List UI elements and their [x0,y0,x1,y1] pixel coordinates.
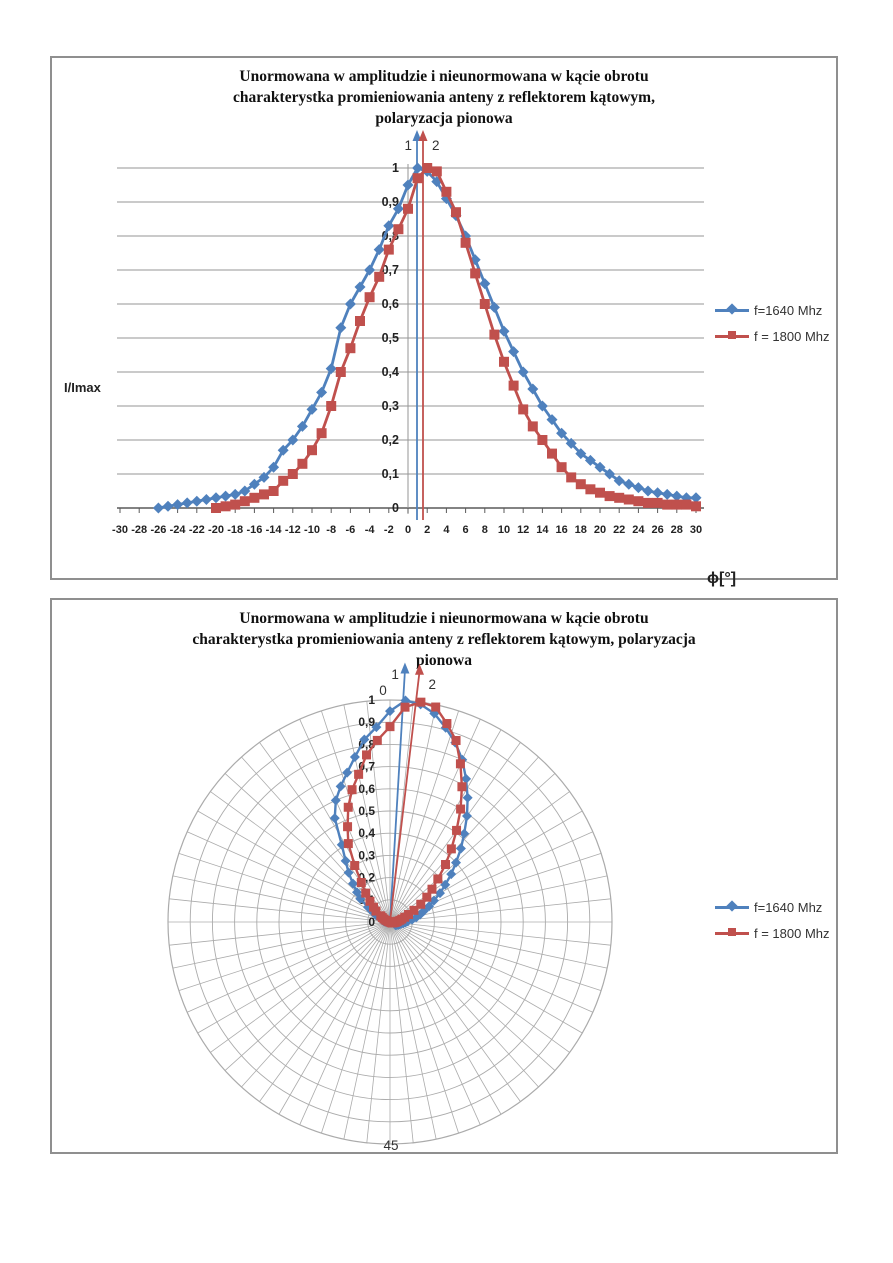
svg-text:0,1: 0,1 [382,467,399,481]
legend-label: f=1640 Mhz [754,899,823,915]
title-line-1: Unormowana w amplitudzie i nieunormowana… [239,68,649,85]
title-line-3: polaryzacja pionowa [375,110,513,127]
svg-text:12: 12 [517,524,529,536]
polar-chart-title: Unormowana w amplitudzie i nieunormowana… [52,608,836,671]
svg-text:-26: -26 [150,524,166,536]
diamond-marker-icon [726,302,738,315]
legend-line-blue [715,899,749,912]
svg-text:0: 0 [392,501,399,515]
svg-text:0,4: 0,4 [358,826,375,840]
legend: f=1640 Mhz f = 1800 Mhz [715,894,845,946]
svg-text:22: 22 [613,524,625,536]
legend-label: f=1640 Mhz [754,302,823,318]
diamond-marker-icon [726,899,738,912]
legend-line-red [715,330,749,339]
svg-text:-22: -22 [189,524,205,536]
svg-text:0,3: 0,3 [358,848,375,862]
svg-text:-12: -12 [285,524,301,536]
svg-text:30: 30 [690,524,702,536]
svg-text:6: 6 [463,524,469,536]
svg-text:2: 2 [428,677,436,692]
title-line-1: Unormowana w amplitudzie i nieunormowana… [239,610,649,627]
line-chart-canvas: 00,10,20,30,40,50,60,70,80,91-30 -28 -26 -2… [112,130,704,536]
legend: f=1640 Mhz f = 1800 Mhz [715,297,845,349]
square-marker-icon [728,330,736,339]
svg-text:0,5: 0,5 [382,331,399,345]
svg-text:0,9: 0,9 [382,195,399,209]
svg-text:10: 10 [498,524,510,536]
svg-text:14: 14 [536,524,549,536]
svg-text:45: 45 [383,1138,398,1152]
svg-text:0,5: 0,5 [358,804,375,818]
legend-entry-f1640: f=1640 Mhz [715,894,845,920]
svg-text:-28: -28 [131,524,147,536]
legend-line-red [715,927,749,936]
x-axis-title: ϕ[°] [707,570,737,587]
legend-label: f = 1800 Mhz [754,328,830,344]
legend-entry-f1640: f=1640 Mhz [715,297,845,323]
angular-labels: 0 45 [379,683,398,1152]
svg-text:-20: -20 [208,524,224,536]
title-line-2: charakterystka promieniowania anteny z r… [233,89,655,106]
svg-text:24: 24 [632,524,645,536]
series-f1800 [211,163,701,513]
legend-line-blue [715,302,749,315]
svg-text:1: 1 [391,667,399,682]
x-axis-tick-labels: -30 -28 -26 -24 -22 -20 -18 -16 -14 -12 -10 -8 -6 -4-… [112,524,702,536]
svg-text:-10: -10 [304,524,320,536]
line-chart-title: Unormowana w amplitudzie i nieunormowana… [52,66,836,129]
svg-text:0,4: 0,4 [382,365,399,379]
svg-text:0: 0 [368,915,375,929]
polar-chart-panel: Unormowana w amplitudzie i nieunormowana… [50,598,838,1154]
svg-text:0: 0 [405,524,411,536]
svg-text:20: 20 [594,524,606,536]
svg-text:0: 0 [379,683,387,698]
svg-text:0,6: 0,6 [358,782,375,796]
square-marker-icon [728,927,736,936]
svg-text:2: 2 [424,524,430,536]
polar-gridlines [167,699,613,1145]
svg-text:26: 26 [651,524,663,536]
svg-text:16: 16 [555,524,567,536]
svg-text:-6: -6 [346,524,356,536]
legend-label: f = 1800 Mhz [754,925,830,941]
svg-text:1: 1 [404,138,412,153]
svg-text:-4: -4 [365,524,376,536]
svg-text:8: 8 [482,524,488,536]
y-axis-title: I/Imax [64,380,101,395]
title-line-2: charakterystka promieniowania anteny z r… [192,631,696,648]
svg-text:18: 18 [575,524,587,536]
svg-text:1: 1 [368,693,375,707]
svg-text:0,2: 0,2 [382,433,399,447]
svg-text:2: 2 [432,138,440,153]
svg-text:0,6: 0,6 [382,297,399,311]
svg-text:-8: -8 [326,524,336,536]
svg-text:-2: -2 [384,524,394,536]
series-f1800 [343,697,467,928]
svg-text:-24: -24 [170,524,187,536]
title-line-3: pionowa [416,652,472,669]
gridlines [117,164,704,514]
svg-text:4: 4 [443,524,450,536]
svg-text:0,7: 0,7 [382,263,399,277]
svg-text:0,3: 0,3 [382,399,399,413]
svg-text:0,9: 0,9 [358,715,375,729]
svg-text:-14: -14 [266,524,283,536]
svg-text:-18: -18 [227,524,243,536]
legend-entry-f1800: f = 1800 Mhz [715,323,845,349]
svg-text:1: 1 [392,161,399,175]
x-axis-ticks [119,508,697,513]
svg-text:-30: -30 [112,524,128,536]
svg-text:-16: -16 [246,524,262,536]
svg-text:28: 28 [671,524,683,536]
legend-entry-f1800: f = 1800 Mhz [715,920,845,946]
line-chart-panel: Unormowana w amplitudzie i nieunormowana… [50,56,838,587]
